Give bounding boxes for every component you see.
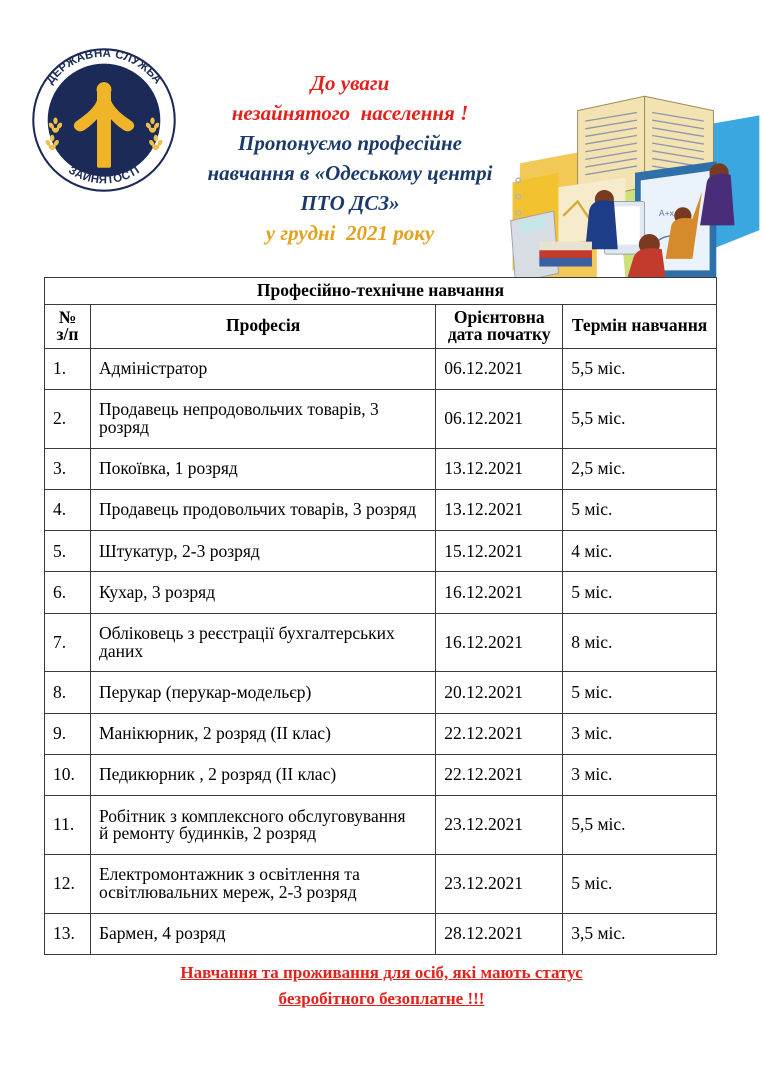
svg-text:A+x: A+x bbox=[659, 208, 675, 218]
